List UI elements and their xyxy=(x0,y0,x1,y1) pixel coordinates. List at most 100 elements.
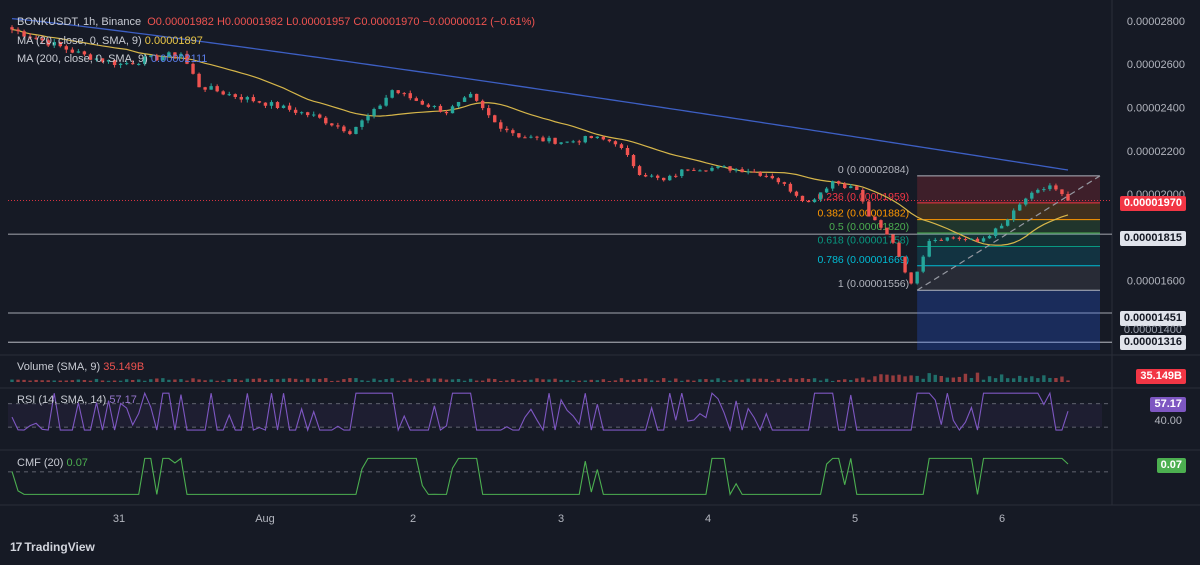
candle-body xyxy=(209,86,213,90)
volume-bar xyxy=(794,379,799,382)
ma200-legend[interactable]: MA (200, close, 0, SMA, 9) 0.00002111 xyxy=(17,52,207,66)
volume-bar xyxy=(710,379,714,382)
ohlc-low: L0.00001957 xyxy=(286,16,351,28)
price-line-tag-4[interactable]: 0.00001316 xyxy=(1119,335,1186,350)
candle-body xyxy=(927,241,931,257)
fib-level-label: 0.786 (0.00001669) xyxy=(817,254,909,266)
price-line-tag-1[interactable]: 0.00001815 xyxy=(1119,231,1186,246)
volume-bar xyxy=(233,379,237,382)
candle-body xyxy=(655,175,660,178)
ohlc-high: H0.00001982 xyxy=(216,16,284,28)
candle-body xyxy=(824,188,829,193)
volume-bar xyxy=(583,380,587,382)
candle-body xyxy=(969,238,974,240)
volume-bar xyxy=(812,378,817,382)
volume-bar xyxy=(299,379,304,382)
volume-bar xyxy=(390,378,394,382)
candle-body xyxy=(336,125,340,127)
rsi-legend[interactable]: RSI (14, SMA, 14) 57.17 xyxy=(17,393,137,407)
volume-legend[interactable]: Volume (SMA, 9) 35.149B xyxy=(17,360,144,374)
volume-bar xyxy=(426,378,431,382)
cmf-label: CMF (20) xyxy=(17,457,64,469)
fib-band xyxy=(917,202,1100,220)
time-axis-label: 2 xyxy=(410,513,416,525)
candle-body xyxy=(106,60,111,62)
volume-bar xyxy=(505,380,509,382)
candle-body xyxy=(480,100,485,109)
volume-bar xyxy=(529,379,533,382)
volume-value: 35.149B xyxy=(103,361,145,373)
volume-bar xyxy=(64,380,69,382)
candle-body xyxy=(46,40,50,46)
volume-bar xyxy=(143,380,147,382)
rsi-background-band xyxy=(8,403,1102,428)
fib-trend-line xyxy=(916,175,1101,291)
candle-body xyxy=(444,111,449,114)
volume-bar xyxy=(245,378,250,382)
candle-body xyxy=(245,97,250,100)
candle-body xyxy=(167,52,171,57)
candle-body xyxy=(643,175,648,177)
volume-bar xyxy=(1036,378,1040,382)
ohlc-change: −0.00000012 (−0.61%) xyxy=(422,16,536,28)
candle-body xyxy=(348,131,352,134)
volume-bar xyxy=(173,379,177,382)
price-scale-label: 0.00002600 xyxy=(1127,59,1185,71)
volume-bar xyxy=(462,380,467,382)
candle-body xyxy=(885,227,889,235)
volume-bar xyxy=(963,373,968,382)
volume-bar xyxy=(203,380,207,382)
volume-bar xyxy=(1042,375,1046,382)
volume-bar xyxy=(34,379,38,382)
volume-bar xyxy=(76,379,81,382)
candle-body xyxy=(897,242,901,257)
volume-bar xyxy=(559,379,563,382)
volume-bar xyxy=(402,380,406,382)
volume-bar xyxy=(185,380,189,382)
candle-body xyxy=(613,141,618,145)
volume-bar xyxy=(305,378,310,382)
candle-body xyxy=(981,238,986,242)
volume-bar xyxy=(589,379,593,382)
fib-band xyxy=(917,175,1100,203)
volume-bar xyxy=(674,378,678,382)
volume-bar xyxy=(692,380,696,382)
candle-body xyxy=(318,114,322,118)
volume-bar xyxy=(161,378,165,382)
volume-bar xyxy=(106,380,111,382)
candle-body xyxy=(330,123,334,126)
candle-body xyxy=(511,130,515,134)
candle-body xyxy=(257,101,262,103)
candle-body xyxy=(680,169,684,177)
candle-body xyxy=(342,126,346,132)
rsi-line xyxy=(11,391,1069,433)
volume-bar xyxy=(269,379,274,382)
price-line-tag-2[interactable]: 0.00001451 xyxy=(1119,311,1186,326)
fib-level-label: 0.382 (0.00001882) xyxy=(817,208,909,220)
volume-bar xyxy=(312,378,316,382)
volume-bar xyxy=(16,379,20,382)
candle-body xyxy=(758,171,762,176)
volume-bar xyxy=(824,378,829,382)
candle-body xyxy=(263,102,268,106)
volume-bar xyxy=(52,380,56,382)
volume-bar xyxy=(981,379,986,382)
candle-body xyxy=(426,104,431,107)
volume-bar xyxy=(281,378,286,382)
volume-bar xyxy=(137,379,141,382)
candle-body xyxy=(468,93,473,98)
candle-body xyxy=(879,220,883,228)
candle-body xyxy=(312,114,316,116)
volume-bar xyxy=(909,375,913,382)
cmf-legend[interactable]: CMF (20) 0.07 xyxy=(17,456,88,470)
volume-bar xyxy=(903,376,907,382)
ma20-legend[interactable]: MA (20, close, 0, SMA, 9) 0.00001897 xyxy=(17,34,203,48)
rsi-level-label: 40.00 xyxy=(1154,415,1182,427)
tradingview-logo[interactable]: 17 TradingView xyxy=(10,540,95,554)
time-axis-label: 31 xyxy=(113,513,125,525)
volume-bar xyxy=(1018,375,1022,382)
volume-tag: 35.149B xyxy=(1136,369,1186,384)
symbol-label[interactable]: BONKUSDT, 1h, Binance xyxy=(17,16,142,28)
candle-body xyxy=(34,37,38,39)
